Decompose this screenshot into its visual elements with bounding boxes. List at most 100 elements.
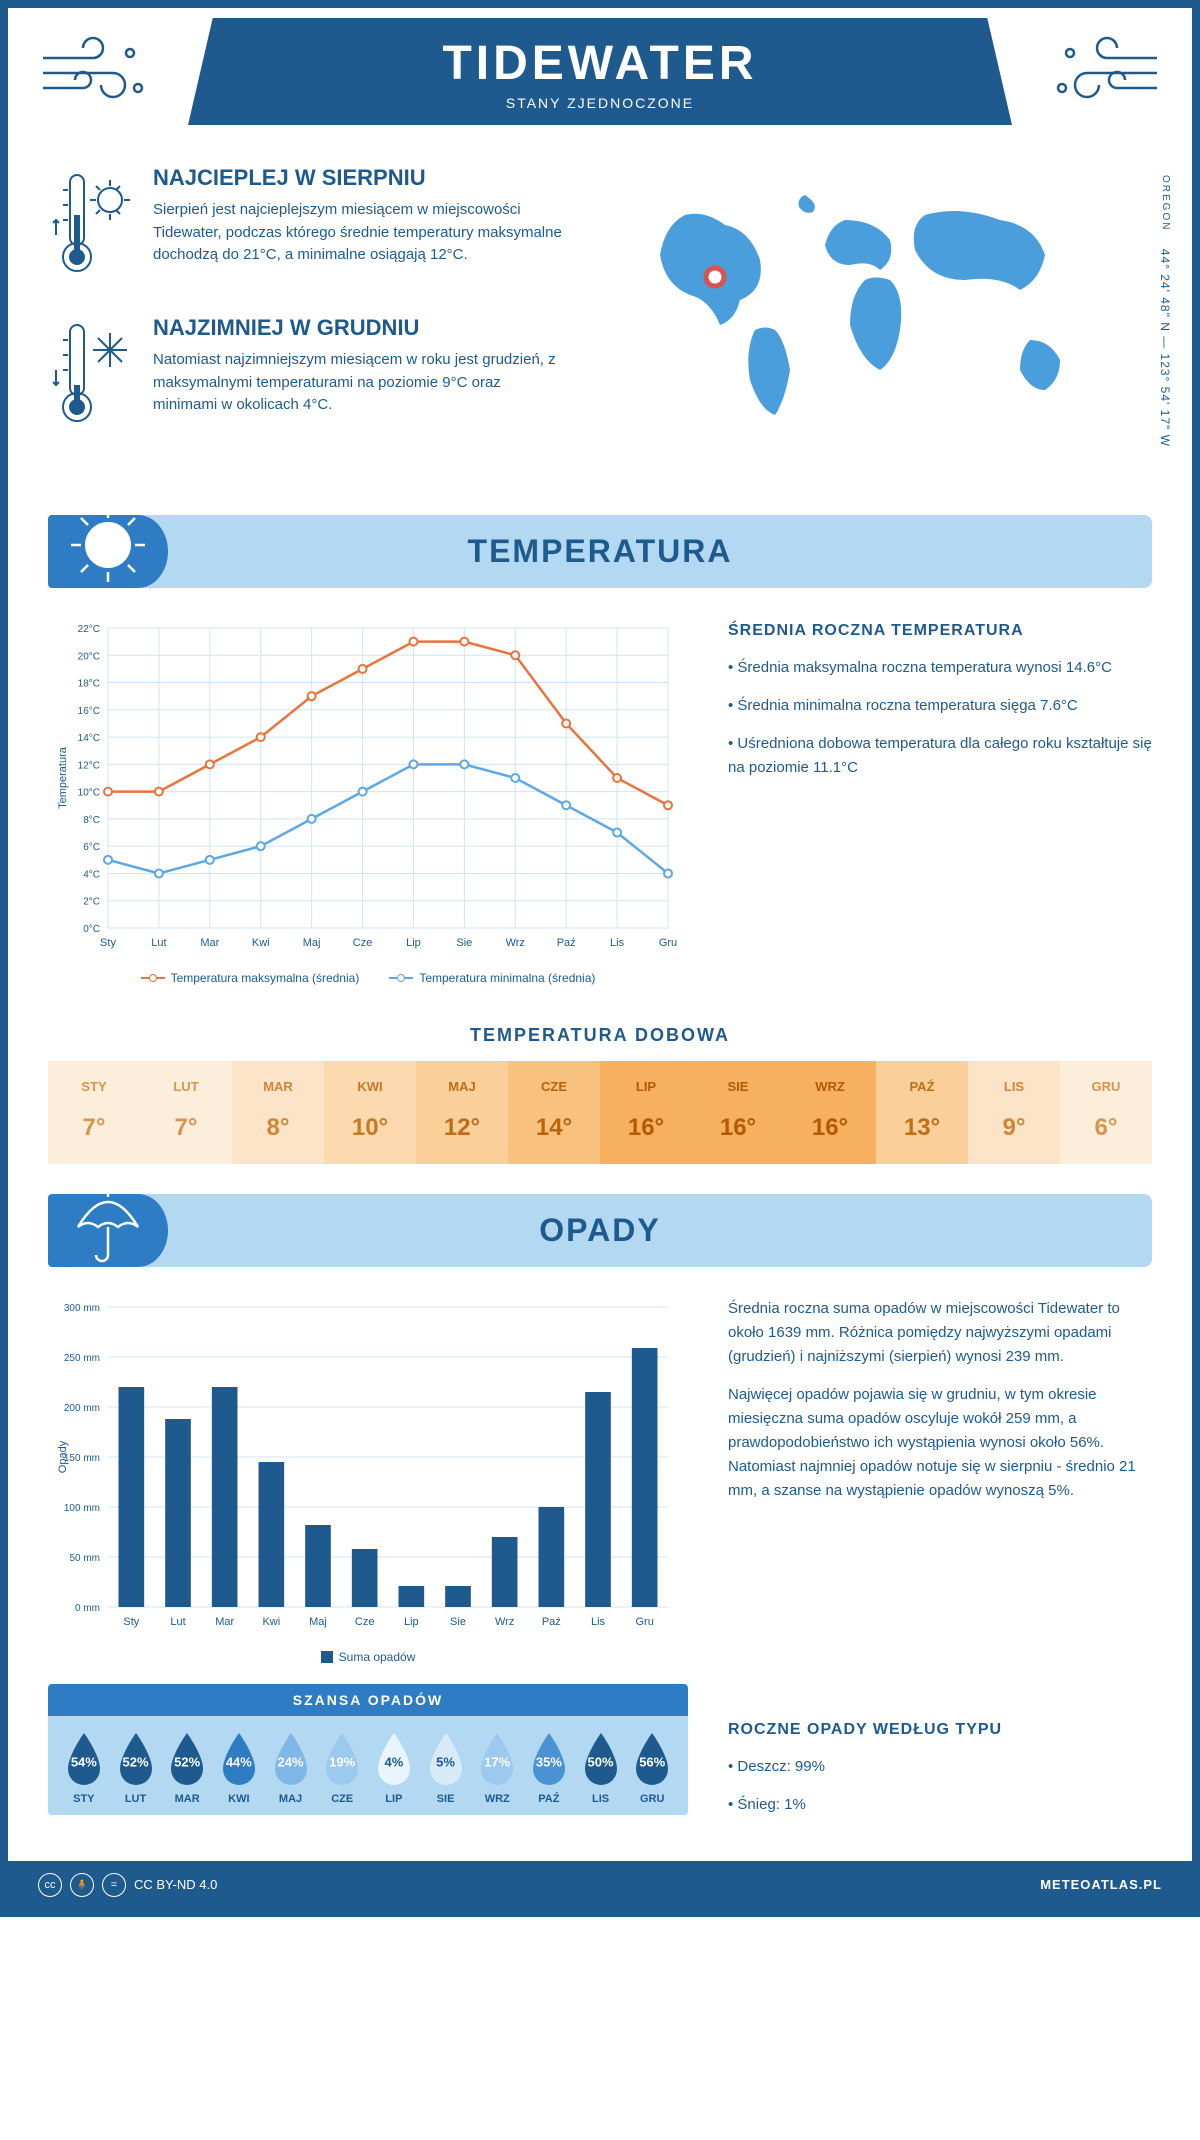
temp-cell: LUT 7°: [140, 1061, 232, 1164]
by-type-1: • Śnieg: 1%: [728, 1793, 1152, 1817]
svg-text:Kwi: Kwi: [262, 1616, 280, 1628]
precip-legend: Suma opadów: [48, 1650, 688, 1664]
svg-text:300 mm: 300 mm: [64, 1303, 100, 1314]
svg-text:Lut: Lut: [151, 937, 166, 949]
temp-cell: GRU 6°: [1060, 1061, 1152, 1164]
svg-text:250 mm: 250 mm: [64, 1353, 100, 1364]
legend-bar: Suma opadów: [321, 1650, 416, 1664]
wind-icon-right: [1042, 28, 1162, 118]
by-icon: 🧍: [70, 1873, 94, 1897]
chance-cell: 44% KWI: [213, 1731, 265, 1805]
umbrella-icon: [63, 1179, 153, 1269]
svg-text:Gru: Gru: [659, 937, 677, 949]
warmest-fact: NAJCIEPLEJ W SIERPNIU Sierpień jest najc…: [48, 165, 568, 285]
svg-text:100 mm: 100 mm: [64, 1503, 100, 1514]
svg-text:Mar: Mar: [200, 937, 219, 949]
svg-text:Wrz: Wrz: [506, 937, 525, 949]
svg-text:Lip: Lip: [406, 937, 421, 949]
footer-site: METEOATLAS.PL: [1040, 1877, 1162, 1892]
svg-text:10°C: 10°C: [78, 788, 100, 799]
coldest-fact: NAJZIMNIEJ W GRUDNIU Natomiast najzimnie…: [48, 315, 568, 435]
svg-text:14°C: 14°C: [78, 733, 100, 744]
nd-icon: =: [102, 1873, 126, 1897]
page: TIDEWATER STANY ZJEDNOCZONE NAJCIEPLEJ W…: [0, 0, 1200, 1917]
chance-cell: 19% CZE: [316, 1731, 368, 1805]
svg-text:Kwi: Kwi: [252, 937, 270, 949]
chance-cell: 54% STY: [58, 1731, 110, 1805]
by-type-0: • Deszcz: 99%: [728, 1755, 1152, 1779]
temp-bullet-1: • Średnia minimalna roczna temperatura s…: [728, 694, 1152, 718]
coldest-text: Natomiast najzimniejszym miesiącem w rok…: [153, 349, 568, 417]
legend-min: Temperatura minimalna (średnia): [389, 971, 595, 985]
svg-text:Paź: Paź: [542, 1616, 561, 1628]
chance-row: 54% STY 52% LUT 52% MAR 44% KWI: [48, 1716, 688, 1815]
svg-text:150 mm: 150 mm: [64, 1453, 100, 1464]
precip-body: 0 mm50 mm100 mm150 mm200 mm250 mm300 mmS…: [8, 1267, 1192, 1861]
intro-facts: NAJCIEPLEJ W SIERPNIU Sierpień jest najc…: [48, 165, 568, 465]
svg-text:50 mm: 50 mm: [69, 1553, 100, 1564]
chance-cell: 56% GRU: [626, 1731, 678, 1805]
svg-text:16°C: 16°C: [78, 706, 100, 717]
svg-text:22°C: 22°C: [78, 624, 100, 635]
svg-text:Lis: Lis: [591, 1616, 606, 1628]
temp-cell: CZE 14°: [508, 1061, 600, 1164]
warmest-title: NAJCIEPLEJ W SIERPNIU: [153, 165, 568, 191]
world-map: [598, 165, 1152, 445]
intro-section: NAJCIEPLEJ W SIERPNIU Sierpień jest najc…: [8, 125, 1192, 495]
svg-text:20°C: 20°C: [78, 651, 100, 662]
precip-text: Średnia roczna suma opadów w miejscowośc…: [728, 1297, 1152, 1831]
coldest-title: NAJZIMNIEJ W GRUDNIU: [153, 315, 568, 341]
temp-cell: STY 7°: [48, 1061, 140, 1164]
svg-text:Temperatura: Temperatura: [57, 746, 69, 809]
coordinates: OREGON 44° 24' 48" N — 123° 54' 17" W: [1158, 175, 1172, 447]
precip-chance: SZANSA OPADÓW 54% STY 52% LUT 52% MAR: [48, 1684, 688, 1815]
temp-cell: PAŹ 13°: [876, 1061, 968, 1164]
chance-cell: 50% LIS: [575, 1731, 627, 1805]
temp-cell: LIS 9°: [968, 1061, 1060, 1164]
coords-value: 44° 24' 48" N — 123° 54' 17" W: [1158, 249, 1172, 447]
precip-p2: Najwięcej opadów pojawia się w grudniu, …: [728, 1383, 1152, 1503]
precip-title: OPADY: [48, 1212, 1152, 1249]
svg-text:8°C: 8°C: [83, 815, 100, 826]
temp-cell: SIE 16°: [692, 1061, 784, 1164]
thermometer-sun-icon: [48, 165, 138, 285]
chance-cell: 52% LUT: [110, 1731, 162, 1805]
header-wrap: TIDEWATER STANY ZJEDNOCZONE: [8, 8, 1192, 125]
precip-header: OPADY: [48, 1194, 1152, 1267]
svg-text:Lip: Lip: [404, 1616, 419, 1628]
temp-cell: KWI 10°: [324, 1061, 416, 1164]
chance-cell: 52% MAR: [161, 1731, 213, 1805]
svg-text:Wrz: Wrz: [495, 1616, 514, 1628]
chance-title: SZANSA OPADÓW: [48, 1684, 688, 1716]
svg-text:Sie: Sie: [450, 1616, 466, 1628]
location-marker: [706, 268, 724, 286]
region-label: OREGON: [1160, 175, 1171, 231]
temp-bullet-2: • Uśredniona dobowa temperatura dla całe…: [728, 732, 1152, 780]
legend-max: Temperatura maksymalna (średnia): [141, 971, 360, 985]
by-type-title: ROCZNE OPADY WEDŁUG TYPU: [728, 1717, 1152, 1743]
precip-bar-chart: 0 mm50 mm100 mm150 mm200 mm250 mm300 mmS…: [48, 1297, 688, 1637]
chance-cell: 35% PAŹ: [523, 1731, 575, 1805]
daily-temp-table: STY 7° LUT 7° MAR 8° KWI 10° MAJ 12° CZE…: [48, 1061, 1152, 1164]
svg-text:Lis: Lis: [610, 937, 625, 949]
license-text: CC BY-ND 4.0: [134, 1877, 217, 1892]
temp-cell: MAR 8°: [232, 1061, 324, 1164]
temp-bullet-0: • Średnia maksymalna roczna temperatura …: [728, 656, 1152, 680]
temp-summary: ŚREDNIA ROCZNA TEMPERATURA • Średnia mak…: [728, 618, 1152, 985]
svg-text:Opady: Opady: [57, 1440, 69, 1473]
precip-p1: Średnia roczna suma opadów w miejscowośc…: [728, 1297, 1152, 1369]
svg-text:Cze: Cze: [355, 1616, 375, 1628]
svg-text:Lut: Lut: [170, 1616, 185, 1628]
svg-text:4°C: 4°C: [83, 869, 100, 880]
sun-icon: [63, 500, 153, 590]
svg-text:12°C: 12°C: [78, 760, 100, 771]
temperature-header: TEMPERATURA: [48, 515, 1152, 588]
footer-license: cc 🧍 = CC BY-ND 4.0: [38, 1873, 217, 1897]
temp-cell: MAJ 12°: [416, 1061, 508, 1164]
svg-text:Sty: Sty: [123, 1616, 139, 1628]
svg-text:Cze: Cze: [353, 937, 373, 949]
svg-text:Paź: Paź: [557, 937, 576, 949]
svg-text:0 mm: 0 mm: [75, 1603, 100, 1614]
thermometer-snow-icon: [48, 315, 138, 435]
svg-text:2°C: 2°C: [83, 897, 100, 908]
